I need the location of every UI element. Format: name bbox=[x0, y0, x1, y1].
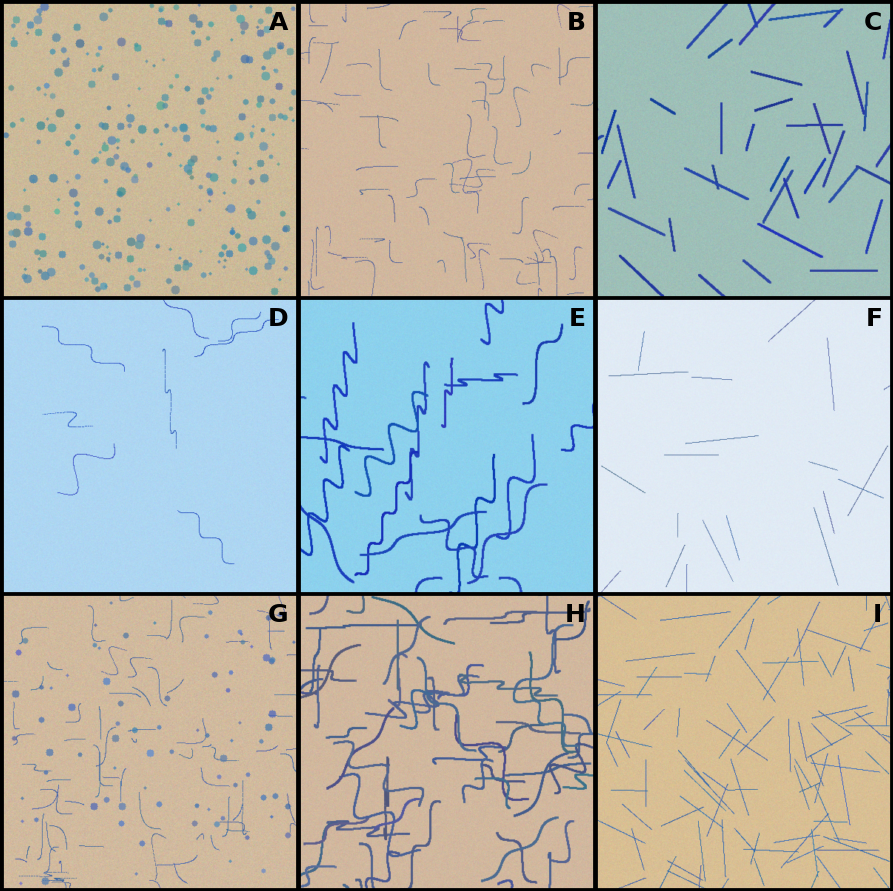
Text: E: E bbox=[569, 307, 586, 331]
Text: H: H bbox=[564, 603, 586, 627]
Text: I: I bbox=[873, 603, 882, 627]
Text: B: B bbox=[566, 11, 586, 35]
Text: A: A bbox=[269, 11, 288, 35]
Text: D: D bbox=[268, 307, 288, 331]
Text: G: G bbox=[268, 603, 288, 627]
Text: F: F bbox=[865, 307, 882, 331]
Text: C: C bbox=[864, 11, 882, 35]
